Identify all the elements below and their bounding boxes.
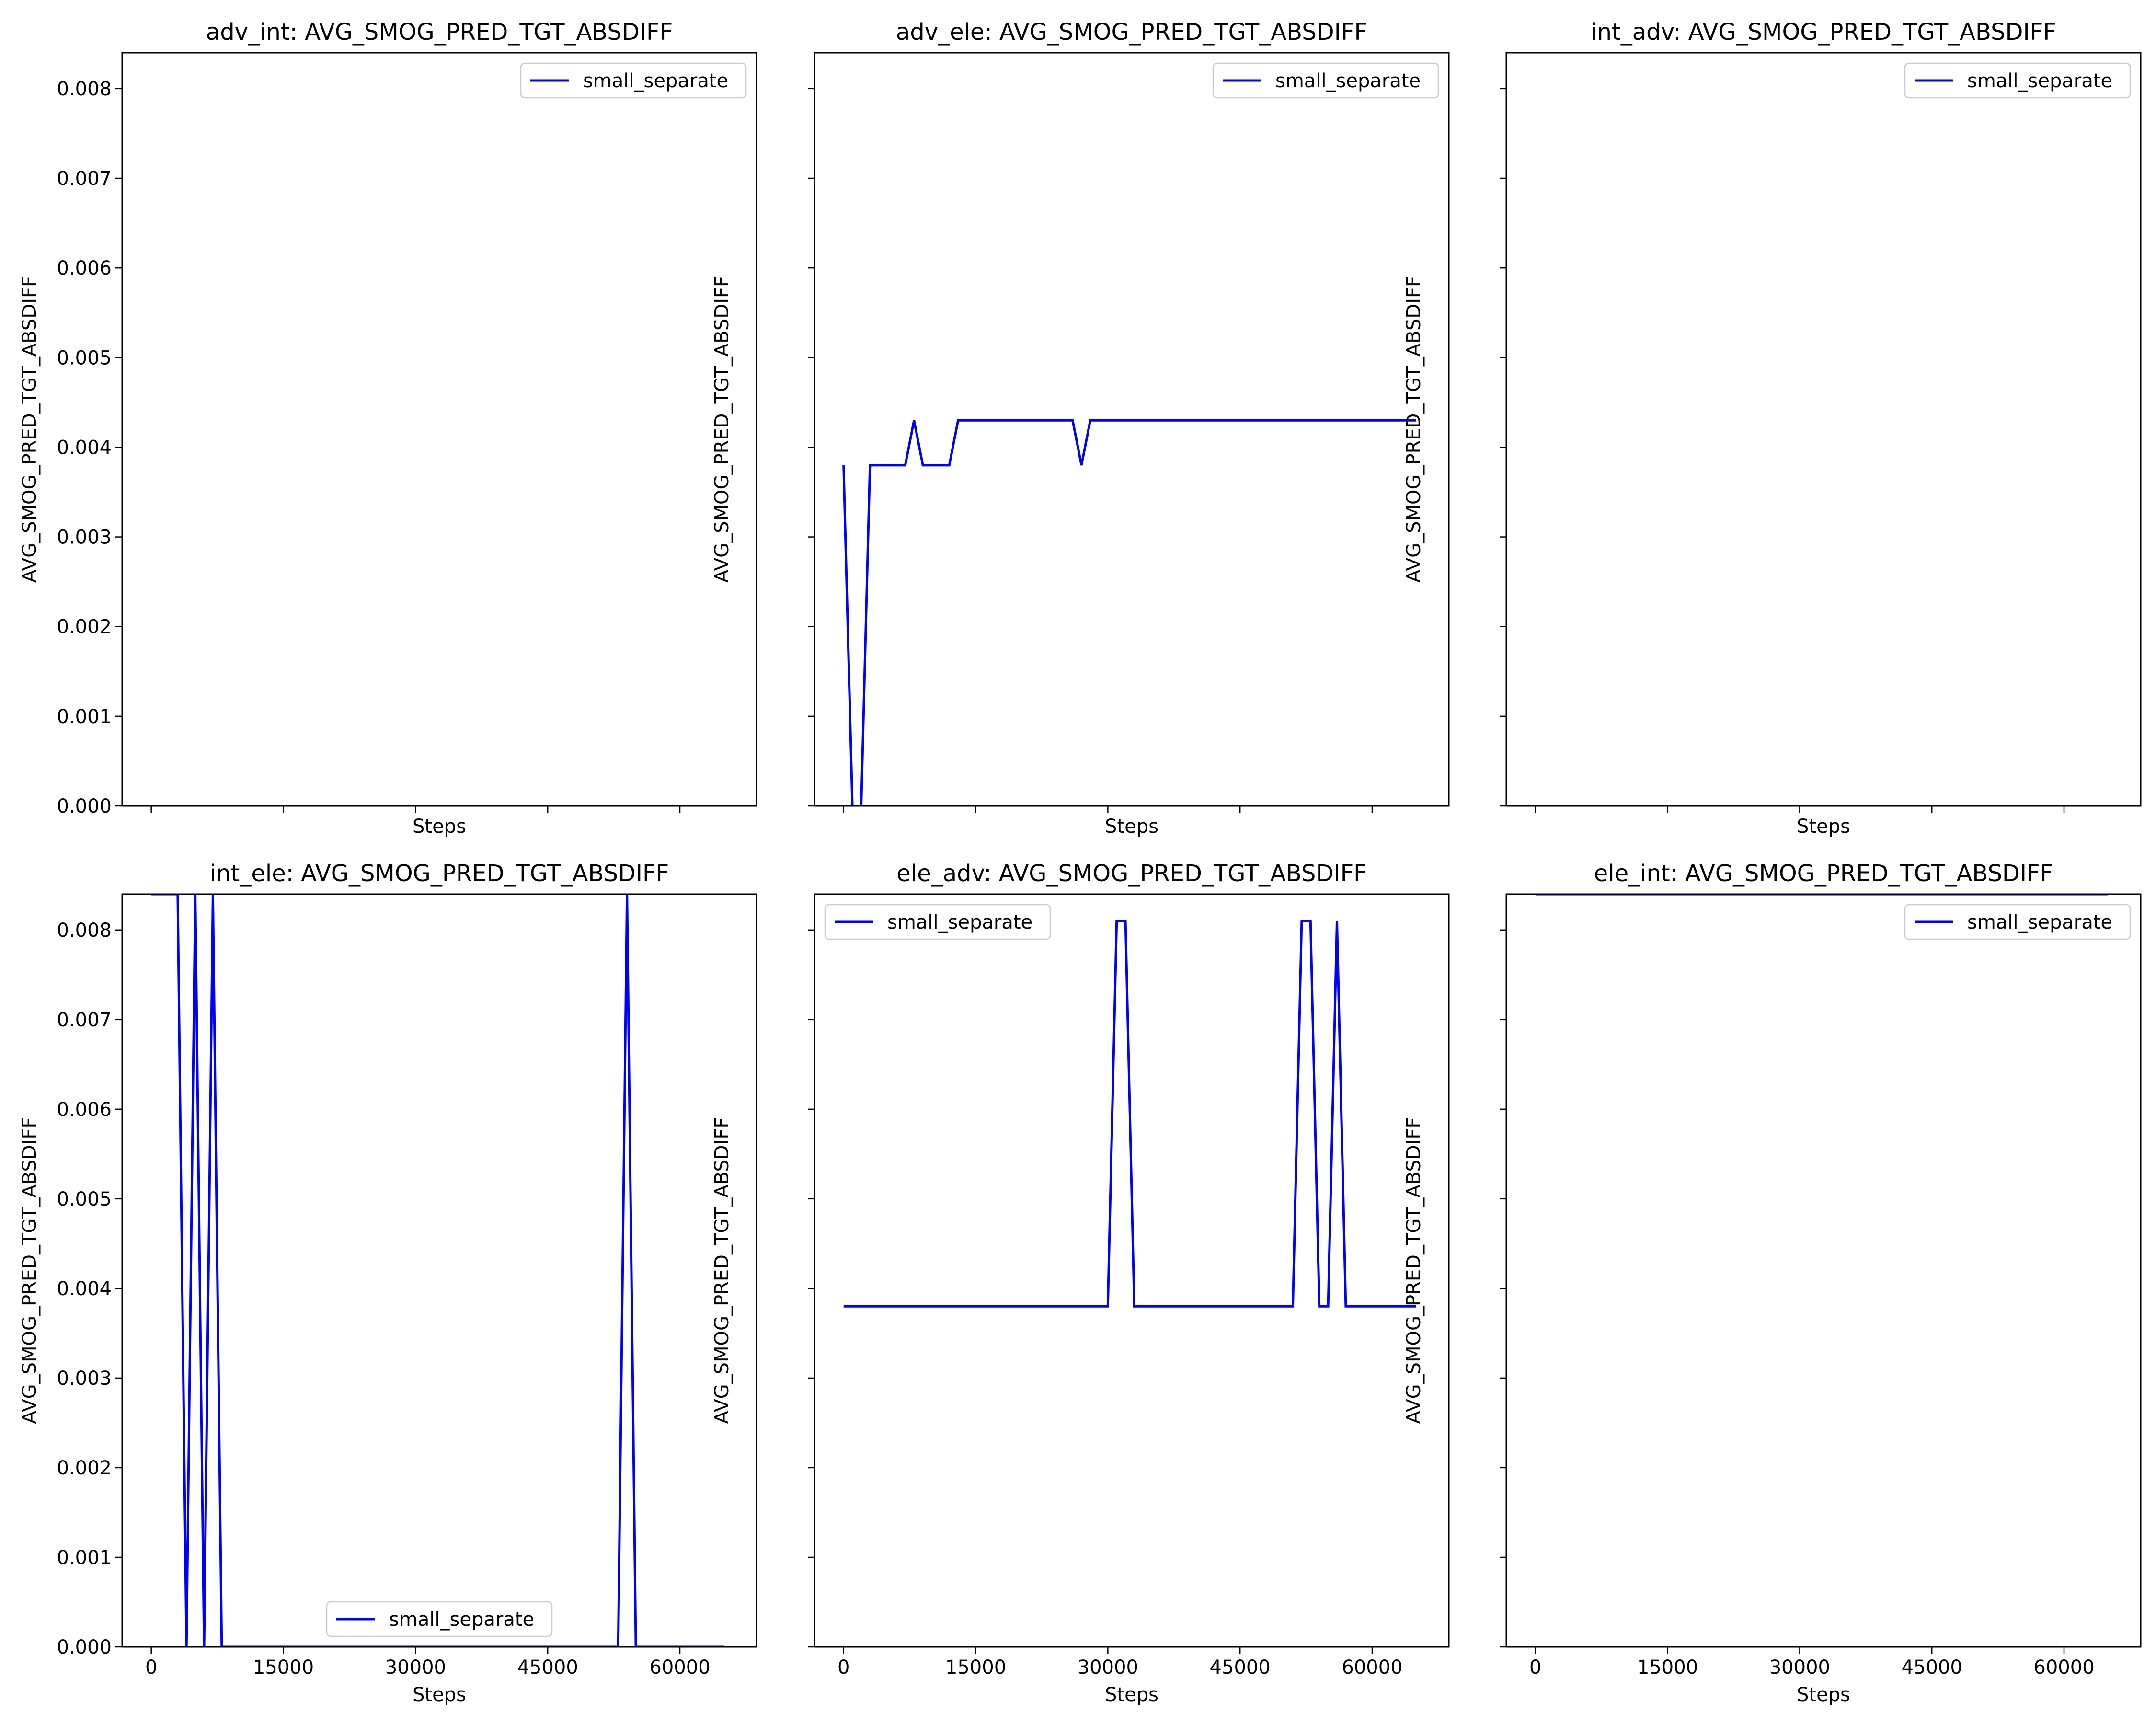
plot-frame <box>814 893 1450 1648</box>
x-tick-label: 15000 <box>1637 1656 1698 1679</box>
y-tick-label: 0.001 <box>57 706 112 728</box>
x-axis-label: Steps <box>1797 816 1850 838</box>
chart-title: ele_int: AVG_SMOG_PRED_TGT_ABSDIFF <box>1594 860 2053 887</box>
legend: small_separate <box>1212 62 1439 99</box>
y-tick-label: 0.008 <box>57 920 112 942</box>
x-tick-label: 45000 <box>1902 1656 1962 1679</box>
plot-frame <box>814 52 1450 807</box>
legend: small_separate <box>520 62 747 99</box>
series-line <box>151 894 724 1647</box>
y-tick-label: 0.008 <box>57 78 112 100</box>
y-axis-label: AVG_SMOG_PRED_TGT_ABSDIFF <box>1403 1117 1425 1424</box>
chart-panel: adv_int: AVG_SMOG_PRED_TGT_ABSDIFF 0.000 0… <box>19 19 757 838</box>
legend: small_separate <box>824 904 1051 940</box>
chart-title: int_adv: AVG_SMOG_PRED_TGT_ABSDIFF <box>1591 19 2056 46</box>
y-tick-label: 0.003 <box>57 1368 112 1390</box>
x-tick-label: 0 <box>145 1656 157 1679</box>
y-tick-label: 0.002 <box>57 1457 112 1479</box>
legend: small_separate <box>1904 62 2131 99</box>
chart-title: ele_adv: AVG_SMOG_PRED_TGT_ABSDIFF <box>896 860 1367 887</box>
legend-label: small_separate <box>1967 911 2112 933</box>
x-tick-label: 45000 <box>1210 1656 1271 1679</box>
x-tick-label: 60000 <box>2033 1656 2094 1679</box>
legend-label: small_separate <box>887 911 1032 933</box>
x-tick-label: 60000 <box>1342 1656 1402 1679</box>
x-tick-label: 15000 <box>945 1656 1006 1679</box>
x-axis-label: Steps <box>1105 1684 1158 1706</box>
y-tick-label: 0.004 <box>57 437 112 459</box>
series-line <box>842 419 1416 806</box>
legend: small_separate <box>1904 904 2131 940</box>
x-tick-label: 30000 <box>1078 1656 1138 1679</box>
x-axis-label: Steps <box>413 1684 466 1706</box>
y-tick-label: 0.007 <box>57 168 112 190</box>
y-tick-label: 0.007 <box>57 1009 112 1031</box>
y-tick-label: 0.001 <box>57 1547 112 1569</box>
legend-box <box>1904 904 2131 940</box>
x-tick-label: 30000 <box>385 1656 446 1679</box>
plot-frame <box>1505 52 2142 807</box>
plot-frame <box>121 893 757 1648</box>
y-tick-label: 0.005 <box>57 347 112 369</box>
series-line <box>843 920 1416 1308</box>
legend-box <box>1904 62 2131 99</box>
y-tick-label: 0.002 <box>57 616 112 638</box>
y-tick-label: 0.004 <box>57 1278 112 1300</box>
x-axis-label: Steps <box>413 816 466 838</box>
chart-panel: ele_int: AVG_SMOG_PRED_TGT_ABSDIFF 0 15000… <box>1403 860 2142 1706</box>
chart-panel: adv_ele: AVG_SMOG_PRED_TGT_ABSDIFF Steps A… <box>711 19 1450 838</box>
legend-box <box>1212 62 1439 99</box>
legend-label: small_separate <box>1967 70 2112 92</box>
x-tick-label: 45000 <box>517 1656 578 1679</box>
chart-panel: int_ele: AVG_SMOG_PRED_TGT_ABSDIFF 0 15000… <box>19 860 757 1706</box>
x-axis-label: Steps <box>1797 1684 1850 1706</box>
chart-title: int_ele: AVG_SMOG_PRED_TGT_ABSDIFF <box>210 860 669 887</box>
x-tick-label: 60000 <box>649 1656 710 1679</box>
chart-panel: int_adv: AVG_SMOG_PRED_TGT_ABSDIFF Steps A… <box>1403 19 2142 838</box>
plot-frame <box>121 52 757 807</box>
legend: small_separate <box>326 1601 553 1637</box>
y-axis-label: AVG_SMOG_PRED_TGT_ABSDIFF <box>711 276 733 583</box>
y-axis-label: AVG_SMOG_PRED_TGT_ABSDIFF <box>1403 276 1425 583</box>
y-axis-label: AVG_SMOG_PRED_TGT_ABSDIFF <box>19 276 41 583</box>
legend-label: small_separate <box>1275 70 1421 92</box>
y-tick-label: 0.000 <box>57 795 112 817</box>
legend-label: small_separate <box>389 1609 534 1631</box>
legend-box <box>520 62 747 99</box>
y-tick-label: 0.006 <box>57 1099 112 1121</box>
chart-title: adv_int: AVG_SMOG_PRED_TGT_ABSDIFF <box>206 19 673 46</box>
x-axis-label: Steps <box>1105 816 1158 838</box>
x-tick-label: 0 <box>837 1656 849 1679</box>
y-tick-label: 0.000 <box>57 1636 112 1658</box>
legend-box <box>326 1601 553 1637</box>
legend-label: small_separate <box>583 70 728 92</box>
legend-box <box>824 904 1051 940</box>
y-tick-label: 0.003 <box>57 527 112 549</box>
chart-title: adv_ele: AVG_SMOG_PRED_TGT_ABSDIFF <box>896 19 1367 46</box>
plot-frame <box>1505 893 2142 1648</box>
x-tick-label: 30000 <box>1769 1656 1830 1679</box>
x-tick-label: 15000 <box>253 1656 314 1679</box>
y-axis-label: AVG_SMOG_PRED_TGT_ABSDIFF <box>711 1117 733 1424</box>
x-tick-label: 0 <box>1529 1656 1541 1679</box>
y-tick-label: 0.006 <box>57 257 112 279</box>
chart-panel: ele_adv: AVG_SMOG_PRED_TGT_ABSDIFF 0 15000… <box>711 860 1450 1706</box>
y-tick-label: 0.005 <box>57 1188 112 1210</box>
y-axis-label: AVG_SMOG_PRED_TGT_ABSDIFF <box>19 1117 41 1424</box>
